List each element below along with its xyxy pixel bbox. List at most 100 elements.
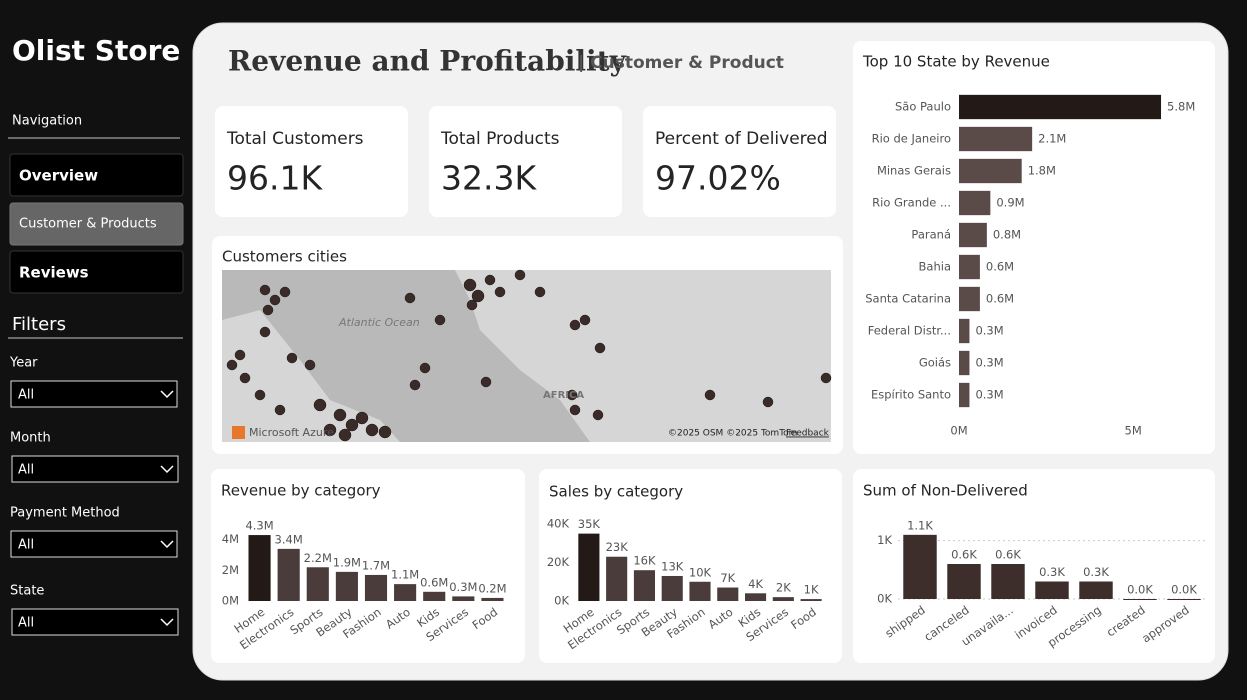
value-label: 0.3M [975,356,1003,370]
y-tick-label: 40K [547,517,570,531]
y-tick-label: 20K [547,555,570,569]
dropdown-value: All [18,538,34,553]
bar [947,564,981,599]
bar [959,286,980,312]
nav-button-active[interactable] [9,202,184,246]
bar [689,581,711,601]
value-label: 0.6M [986,292,1014,306]
dropdown[interactable] [11,455,179,483]
dropdown-value: All [18,388,34,403]
filter-label: Payment Method [10,506,120,521]
value-label: 0.0K [1171,583,1197,597]
bar [1035,581,1069,599]
chart-title: Sales by category [549,483,683,501]
bar [1079,581,1113,599]
card [853,41,1215,454]
chevron [160,390,174,399]
value-label: 0.3M [975,388,1003,402]
y-tick-label: Rio Grande ... [872,196,951,210]
map-dots [226,269,832,442]
bar [248,535,271,601]
bar [959,350,970,376]
bar [959,382,970,408]
nav-button[interactable] [9,153,184,197]
kpi-label: Total Products [440,129,560,149]
card [211,469,525,663]
bar [661,575,683,601]
kpi-card [429,106,622,217]
value-label: 5.8M [1167,100,1195,114]
chevron [160,465,174,474]
map-title: Customers cities [222,248,347,266]
dropdown[interactable] [10,530,178,558]
bar [991,564,1025,599]
map-brand: Microsoft Azure [249,426,334,439]
kpi-value: 32.3K [441,159,537,198]
value-label: 1.8M [1028,164,1056,178]
value-label: 0.6K [995,548,1021,562]
bar [959,254,980,280]
map-feedback[interactable]: Feedback [786,429,830,439]
chart-title: Revenue by category [221,482,381,500]
bar [959,158,1022,184]
value-label: 0.6M [420,575,448,589]
value-label: 13K [661,559,684,573]
filter-label: State [10,584,44,599]
y-tick-label: Bahia [919,260,951,274]
bar [606,556,628,601]
brand-logo [232,426,245,439]
y-tick-label: 4M [222,532,239,546]
y-tick-label: Paraná [911,228,951,242]
y-tick-label: 0M [222,594,239,608]
y-tick-label: Espírito Santo [871,388,951,402]
bar [481,597,504,601]
nav-button[interactable] [9,250,184,294]
value-label: 23K [606,540,629,554]
dropdown-value: All [18,616,34,631]
bar [423,591,446,601]
value-label: 0.6K [951,548,977,562]
kpi-card [215,106,408,217]
value-label: 0.2M [478,581,506,595]
kpi-card [643,106,836,217]
bar [335,571,358,601]
value-label: 1.7M [362,558,390,572]
y-tick-label: 1K [877,533,892,547]
value-label: 4K [748,577,763,591]
value-label: 0.0K [1127,583,1153,597]
chevron [160,540,174,549]
map-credits: ©2025 OSM ©2025 TomTom [668,429,797,439]
value-label: 2.2M [304,551,332,565]
value-label: 0.3K [1083,565,1109,579]
nav-label: Reviews [19,264,89,282]
value-label: 2K [776,581,791,595]
bar [800,599,822,601]
kpi-label: Percent of Delivered [655,129,828,149]
y-tick-label: Santa Catarina [865,292,951,306]
page-subtitle: | Customer & Product [578,53,784,73]
dropdown[interactable] [10,380,178,408]
kpi-value: 96.1K [227,159,323,198]
value-label: 16K [633,554,656,568]
filter-label: Month [10,431,51,446]
bar [903,534,937,599]
page-title: Revenue and Profitability [228,45,627,78]
bar [578,533,600,601]
value-label: 10K [689,565,712,579]
bar [364,574,388,601]
value-label: 1.9M [333,555,361,569]
y-tick-label: 2M [222,563,239,577]
bar [633,570,655,601]
filter-label: Year [9,356,38,371]
bar [959,126,1033,152]
dropdown[interactable] [11,608,179,636]
chart-title: Sum of Non-Delivered [863,482,1028,500]
value-label: 0.9M [996,196,1024,210]
bar [745,593,767,601]
bar [959,94,1162,120]
kpi-value: 97.02% [655,159,781,198]
x-tick-label: 5M [1125,424,1142,438]
kpi-label: Total Customers [226,129,364,149]
value-label: 1K [804,583,819,597]
